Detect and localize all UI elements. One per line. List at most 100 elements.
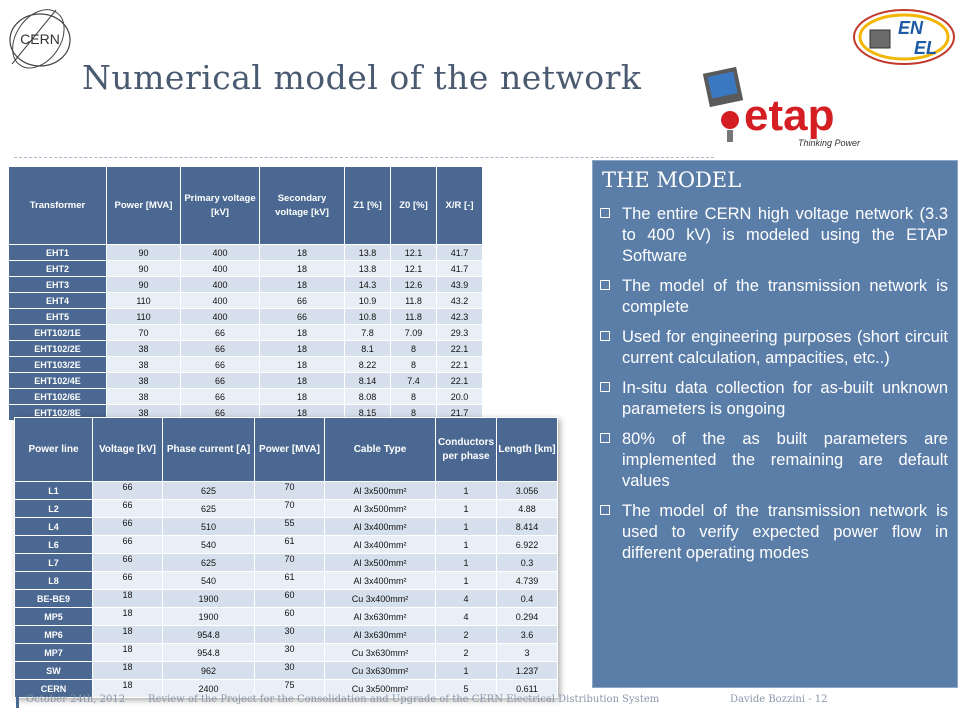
table-cell: 2400 — [162, 679, 255, 698]
model-bullet-text: The model of the transmission network is… — [622, 277, 948, 316]
power-line-name-cell: L4 — [14, 517, 93, 536]
table-cell: 66 — [259, 292, 345, 309]
table-cell: 18 — [259, 276, 345, 293]
table-cell: 18 — [259, 388, 345, 405]
table-cell: Cu 3x630mm² — [324, 661, 436, 680]
table-cell: 38 — [106, 372, 181, 389]
table-cell: Cu 3x500mm² — [324, 679, 436, 698]
table-cell: 66 — [92, 481, 163, 500]
table-cell: 90 — [106, 276, 181, 293]
transformer-name-cell: EHT102/4E — [8, 372, 107, 389]
table-cell: 540 — [162, 535, 255, 554]
transformer-col-header: X/R [-] — [436, 166, 483, 245]
table-cell: 962 — [162, 661, 255, 680]
table-cell: 20.0 — [436, 388, 483, 405]
table-cell: 8.1 — [344, 340, 391, 357]
table-cell: 3 — [496, 643, 558, 662]
table-cell: 29.3 — [436, 324, 483, 341]
table-row: EHT103/2E 38 66 18 8.22 8 22.1 — [8, 356, 483, 373]
table-cell: 38 — [106, 340, 181, 357]
table-cell: 1.237 — [496, 661, 558, 680]
table-cell: Al 3x500mm² — [324, 499, 436, 518]
table-cell: Al 3x400mm² — [324, 571, 436, 590]
table-cell: 8.08 — [344, 388, 391, 405]
table-row: MP7 18 954.8 30 Cu 3x630mm² 2 3 — [14, 643, 558, 662]
model-description-panel: THE MODEL The entire CERN high voltage n… — [592, 160, 958, 688]
table-cell: 18 — [259, 244, 345, 261]
table-cell: 66 — [180, 340, 260, 357]
table-cell: 625 — [162, 553, 255, 572]
table-row: L2 66 625 70 Al 3x500mm² 1 4.88 — [14, 499, 558, 518]
table-cell: 18 — [92, 625, 163, 644]
table-cell: 110 — [106, 292, 181, 309]
table-row: MP6 18 954.8 30 Al 3x630mm² 2 3.6 — [14, 625, 558, 644]
table-cell: Al 3x630mm² — [324, 607, 436, 626]
power-line-name-cell: L2 — [14, 499, 93, 518]
table-cell: 4.739 — [496, 571, 558, 590]
table-cell: Al 3x500mm² — [324, 553, 436, 572]
transformer-col-header: Secondary voltage [kV] — [259, 166, 345, 245]
model-heading: THE MODEL — [602, 168, 742, 192]
model-bullet-text: Used for engineering purposes (short cir… — [622, 328, 948, 367]
en-text: EN — [898, 18, 924, 38]
table-cell: 8.414 — [496, 517, 558, 536]
table-cell: 400 — [180, 260, 260, 277]
table-row: L4 66 510 55 Al 3x400mm² 1 8.414 — [14, 517, 558, 536]
table-cell: 7.09 — [390, 324, 437, 341]
power-line-col-header: Cable Type — [324, 417, 436, 482]
table-row: L6 66 540 61 Al 3x400mm² 1 6.922 — [14, 535, 558, 554]
title-divider — [14, 157, 714, 158]
el-text: EL — [914, 38, 937, 58]
power-line-name-cell: L6 — [14, 535, 93, 554]
square-bullet-icon — [600, 433, 610, 443]
transformer-header-row: Transformer Power [MVA] Primary voltage … — [8, 166, 483, 245]
table-cell: 43.9 — [436, 276, 483, 293]
footer-marker — [16, 692, 19, 708]
table-cell: 18 — [259, 324, 345, 341]
table-cell: 66 — [180, 404, 260, 421]
table-cell: 8 — [390, 388, 437, 405]
transformer-name-cell: EHT102/2E — [8, 340, 107, 357]
model-bullet-item: Used for engineering purposes (short cir… — [600, 327, 948, 369]
table-cell: 11.8 — [390, 292, 437, 309]
transformer-name-cell: EHT4 — [8, 292, 107, 309]
power-line-col-header: Power [MVA] — [254, 417, 325, 482]
table-cell: 400 — [180, 276, 260, 293]
table-cell: Cu 3x400mm² — [324, 589, 436, 608]
transformer-name-cell: EHT102/1E — [8, 324, 107, 341]
table-cell: 510 — [162, 517, 255, 536]
table-cell: 625 — [162, 481, 255, 500]
table-cell: 400 — [180, 308, 260, 325]
table-cell: 66 — [92, 571, 163, 590]
table-cell: 400 — [180, 292, 260, 309]
table-cell: 12.1 — [390, 260, 437, 277]
table-row: L7 66 625 70 Al 3x500mm² 1 0.3 — [14, 553, 558, 572]
table-cell: 1 — [435, 499, 497, 518]
transformer-name-cell: EHT1 — [8, 244, 107, 261]
transformer-name-cell: EHT5 — [8, 308, 107, 325]
table-cell: 13.8 — [344, 260, 391, 277]
model-bullet-text: 80% of the as built parameters are imple… — [622, 430, 948, 490]
table-cell: 0.3 — [496, 553, 558, 572]
table-cell: 1900 — [162, 589, 255, 608]
table-cell: 66 — [180, 372, 260, 389]
table-cell: 18 — [92, 679, 163, 698]
table-cell: 66 — [92, 535, 163, 554]
power-line-col-header: Power line — [14, 417, 93, 482]
table-cell: 10.9 — [344, 292, 391, 309]
power-line-header-row: Power line Voltage [kV] Phase current [A… — [14, 417, 558, 482]
table-cell: 90 — [106, 244, 181, 261]
table-cell: 11.8 — [390, 308, 437, 325]
model-bullet-item: 80% of the as built parameters are imple… — [600, 429, 948, 492]
footer-author-page: Davide Bozzini - 12 — [730, 694, 828, 705]
table-cell: 3.6 — [496, 625, 558, 644]
model-bullet-text: In-situ data collection for as-built unk… — [622, 379, 948, 418]
transformer-name-cell: EHT103/2E — [8, 356, 107, 373]
en-el-logo: EN EL — [853, 9, 955, 65]
slide-title: Numerical model of the network — [82, 58, 642, 97]
table-cell: 70 — [106, 324, 181, 341]
table-cell: 1 — [435, 571, 497, 590]
transformer-name-cell: EHT102/6E — [8, 388, 107, 405]
table-cell: 66 — [92, 499, 163, 518]
square-bullet-icon — [600, 505, 610, 515]
